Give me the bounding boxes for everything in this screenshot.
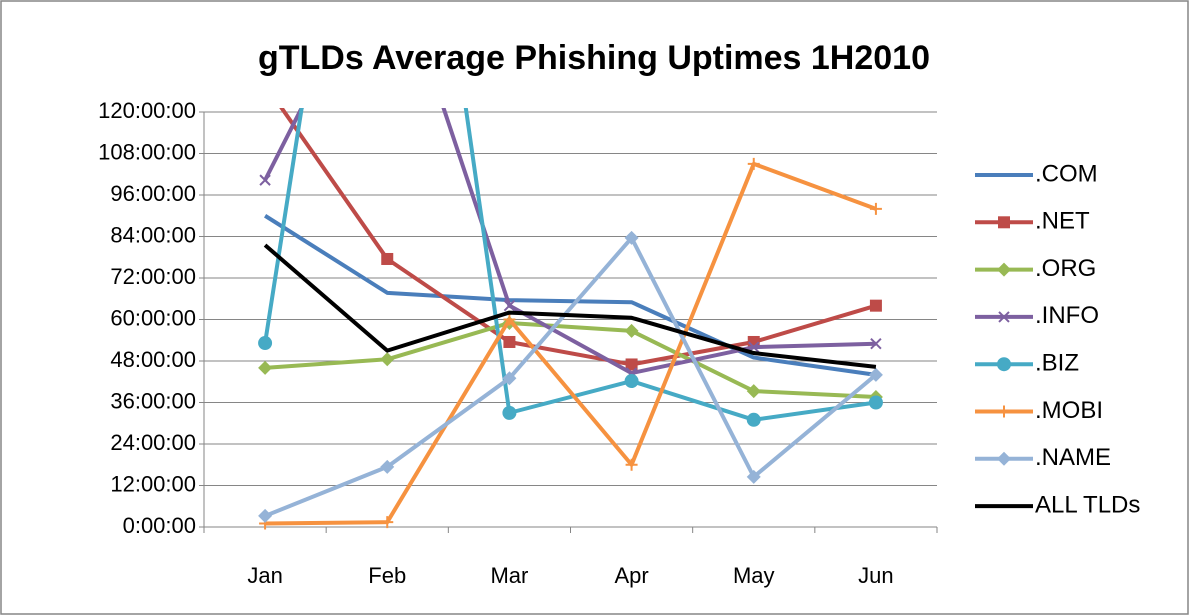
series-line	[263, 108, 876, 376]
marker	[998, 216, 1010, 229]
marker	[997, 451, 1011, 466]
y-tick-label: 72:00:00	[110, 264, 196, 289]
chart-title: gTLDs Average Phishing Uptimes 1H2010	[258, 39, 930, 77]
x-tick-label: Feb	[368, 563, 406, 588]
marker	[869, 202, 882, 215]
series-line	[279, 108, 877, 367]
marker	[381, 252, 394, 265]
legend-label: ALL TLDs	[1035, 491, 1140, 518]
x-tick-label: May	[733, 563, 775, 588]
legend-label: .MOBI	[1035, 397, 1103, 424]
marker	[258, 336, 273, 351]
marker	[503, 299, 516, 312]
y-tick-label: 12:00:00	[110, 471, 196, 496]
legend-label: .NET	[1035, 208, 1090, 235]
marker	[746, 412, 761, 427]
marker	[624, 323, 639, 338]
y-tick-label: 96:00:00	[110, 181, 196, 206]
y-tick-label: 84:00:00	[110, 222, 196, 247]
y-tick-label: 60:00:00	[110, 305, 196, 330]
series-line	[265, 161, 877, 526]
marker	[746, 384, 761, 399]
y-tick-label: 108:00:00	[98, 139, 196, 164]
marker	[258, 360, 273, 375]
x-tick-label: Mar	[490, 563, 528, 588]
marker	[868, 367, 883, 382]
series-line	[263, 243, 877, 369]
legend-label: .ORG	[1035, 255, 1096, 282]
marker	[997, 357, 1011, 372]
marker	[869, 299, 882, 312]
marker	[624, 230, 639, 245]
marker	[380, 459, 395, 474]
series-line	[264, 214, 877, 377]
marker	[868, 395, 883, 410]
legend-label: .INFO	[1035, 302, 1099, 329]
marker	[258, 508, 273, 523]
legend-label: .BIZ	[1035, 350, 1079, 377]
marker	[380, 352, 395, 367]
marker	[503, 335, 516, 348]
marker	[502, 371, 517, 386]
marker	[381, 516, 394, 529]
marker	[503, 313, 516, 326]
marker	[998, 311, 1010, 323]
y-tick-label: 120:00:00	[98, 98, 196, 123]
marker	[747, 157, 760, 170]
series-line	[264, 235, 878, 518]
series-line	[264, 320, 877, 399]
marker	[624, 374, 639, 389]
legend-label: .NAME	[1035, 444, 1111, 471]
marker	[870, 338, 882, 350]
x-tick-label: Jan	[247, 563, 282, 588]
x-tick-label: Apr	[614, 563, 648, 588]
marker	[997, 262, 1011, 277]
x-tick-label: Jun	[858, 563, 893, 588]
y-tick-label: 48:00:00	[110, 347, 196, 372]
marker	[502, 405, 517, 420]
legend-label: .COM	[1035, 160, 1098, 187]
marker	[259, 174, 271, 186]
marker	[746, 469, 761, 484]
marker	[625, 458, 638, 471]
y-tick-label: 36:00:00	[110, 388, 196, 413]
series-line	[263, 108, 877, 422]
y-tick-label: 0:00:00	[123, 513, 196, 538]
marker	[998, 405, 1010, 418]
y-tick-label: 24:00:00	[110, 430, 196, 455]
marker	[625, 358, 638, 371]
